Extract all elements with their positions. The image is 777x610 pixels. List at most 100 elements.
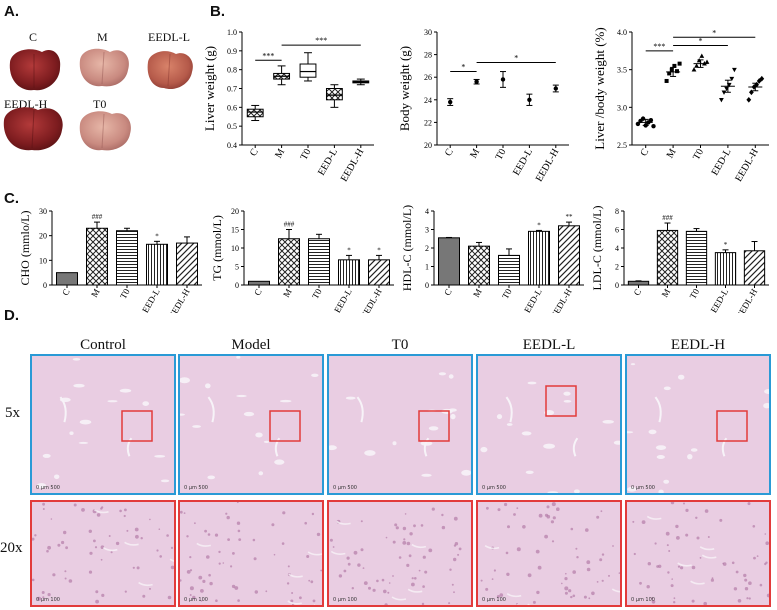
bar-2 — [116, 227, 138, 286]
liver-label-eedl-l: EEDL-L — [148, 30, 190, 44]
x-tick-label: T0 — [688, 287, 702, 301]
bar — [627, 280, 650, 286]
histology-20x-control: 0 μm 100 — [30, 500, 176, 607]
x-tick-label: C — [443, 147, 456, 159]
x-tick-label: EED-L — [522, 287, 544, 313]
bar — [743, 250, 766, 286]
x-tick-label: EEDL-H — [534, 147, 562, 184]
y-tick-label: 4.0 — [617, 28, 627, 37]
bar — [56, 272, 78, 286]
data-point — [746, 97, 752, 103]
scale-bar-20x: 0 μm 100 — [36, 597, 60, 603]
y-tick-label: 30 — [424, 28, 432, 37]
x-tick-label: T0 — [310, 287, 324, 301]
y-axis-label: LDL-C (mmol/L) — [590, 206, 604, 291]
zoom-region-box — [121, 410, 153, 442]
y-tick-label: 0 — [615, 281, 619, 290]
bar — [528, 230, 550, 286]
zoom-region-box — [716, 410, 748, 442]
data-point — [732, 67, 737, 73]
x-tick-label: T0 — [494, 147, 509, 162]
bar — [438, 237, 460, 286]
y-tick-label: 3 — [425, 226, 429, 235]
bar — [146, 243, 168, 286]
liver-label-c: C — [29, 30, 38, 44]
y-tick-label: 4 — [615, 244, 619, 253]
tg-chart: 0 5 10 15 20 TG (mmol/L) C M T0 EED-L EEDL-H ### * * — [210, 207, 394, 313]
y-axis-label: Liver /body weight (%) — [592, 27, 607, 149]
histology-20x-model: 0 μm 100 — [178, 500, 324, 607]
data-point — [675, 69, 679, 74]
x-tick-label: T0 — [118, 287, 132, 301]
zoom-region-box — [545, 385, 577, 417]
y-tick-label: 20 — [424, 141, 432, 150]
x-tick-label: C — [632, 287, 644, 297]
histology-5x-eedl-h: 0 μm 500 — [625, 354, 771, 495]
x-tick-label: EED-L — [140, 287, 162, 313]
box-3 — [325, 84, 343, 108]
y-axis-label: Liver weight (g) — [202, 46, 217, 131]
scale-bar-5x: 0 μm 500 — [333, 485, 357, 491]
zoom-region-box — [269, 410, 301, 442]
bar-0 — [248, 280, 270, 286]
scatter-group-2 — [691, 53, 710, 72]
data-point — [677, 61, 682, 66]
y-tick-label: 0.5 — [227, 122, 237, 131]
bar-1: ### — [656, 214, 679, 286]
x-tick-label: C — [442, 287, 454, 297]
data-point — [694, 63, 699, 68]
data-point — [640, 116, 646, 121]
sig-label: * — [537, 221, 541, 229]
histo-row-5x: 5x — [5, 405, 20, 421]
y-tick-label: 0.9 — [227, 47, 237, 56]
bar — [308, 238, 330, 286]
y-tick-label: 5 — [235, 263, 239, 272]
liver-t0-photo — [79, 111, 131, 151]
tissue-20x — [478, 502, 620, 605]
x-tick-label: M — [468, 147, 482, 160]
bar-2 — [685, 228, 708, 286]
bar — [176, 242, 198, 286]
histology-5x-t0: 0 μm 500 — [327, 354, 473, 495]
y-tick-label: 4 — [425, 207, 429, 216]
y-tick-label: 22 — [424, 118, 432, 127]
bar-3: * — [338, 246, 360, 286]
y-axis-label: Body weight (g) — [397, 46, 412, 131]
tissue-5x — [180, 356, 322, 493]
scale-bar-5x: 0 μm 500 — [184, 485, 208, 491]
data-point — [691, 67, 697, 72]
x-tick-label: T0 — [299, 147, 314, 162]
y-tick-label: 20 — [39, 232, 47, 241]
x-tick-label: EEDL-H — [167, 287, 192, 313]
y-tick-label: 2 — [425, 244, 429, 253]
data-point — [672, 63, 677, 68]
sig-label: * — [377, 246, 381, 254]
y-tick-label: 1 — [425, 263, 429, 272]
y-axis-label: CHO (mmlo/L) — [18, 211, 32, 286]
zoom-region-box — [418, 410, 450, 442]
bar-1: ### — [278, 221, 300, 286]
x-tick-label: EED-L — [511, 147, 535, 178]
body-weight-chart: 20 22 24 26 28 30 Body weight (g) C M T0 EED-LEEDL… — [397, 28, 569, 184]
bar — [656, 229, 679, 286]
y-tick-label: 1.0 — [227, 28, 237, 37]
x-tick-label: EED-L — [709, 287, 731, 313]
y-axis-label: TG (mmol/L) — [210, 215, 224, 281]
x-tick-label: EEDL-H — [734, 287, 759, 313]
x-tick-label: EED-L — [332, 287, 354, 313]
scale-bar-20x: 0 μm 100 — [631, 597, 655, 603]
y-tick-label: 0 — [425, 281, 429, 290]
y-tick-label: 0.7 — [227, 85, 237, 94]
y-tick-label: 20 — [231, 207, 239, 216]
bar — [248, 280, 270, 286]
box-4 — [352, 78, 370, 86]
liver-c-photo — [9, 49, 61, 91]
y-tick-label: 26 — [424, 73, 432, 82]
histo-col-eedl-l: EEDL-L — [522, 337, 576, 353]
mean-point-2 — [500, 71, 506, 88]
liver-label-m: M — [97, 30, 108, 44]
bar-0 — [56, 272, 78, 286]
sig-label: * — [461, 63, 465, 72]
sig-label: *** — [315, 36, 327, 45]
bar-4 — [176, 236, 198, 286]
